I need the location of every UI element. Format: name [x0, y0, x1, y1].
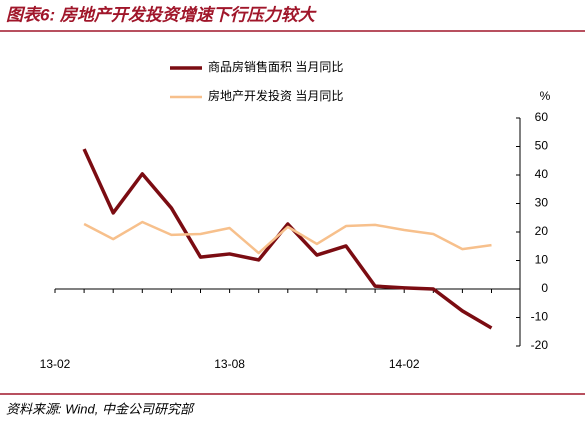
y-tick-label: 60 — [535, 110, 549, 124]
y-tick-label: 0 — [541, 281, 548, 295]
unit-label: % — [540, 89, 551, 103]
chart-title: 图表6: 房地产开发投资增速下行压力较大 — [6, 5, 317, 24]
series-line — [82, 148, 493, 330]
y-tick-label: 10 — [535, 253, 549, 267]
legend-label: 商品房销售面积 当月同比 — [208, 59, 343, 74]
y-tick-label: -20 — [531, 338, 549, 352]
x-tick-label: 13-02 — [40, 357, 71, 371]
series-line — [83, 220, 492, 255]
source: 资料来源: Wind, 中金公司研究部 — [6, 401, 195, 416]
legend-label: 房地产开发投资 当月同比 — [208, 88, 343, 103]
x-tick-label: 13-08 — [214, 357, 245, 371]
y-tick-label: 50 — [535, 139, 549, 153]
y-tick-label: 40 — [535, 167, 549, 181]
y-tick-label: 30 — [535, 196, 549, 210]
y-tick-label: 20 — [535, 224, 549, 238]
x-tick-label: 14-02 — [389, 357, 420, 371]
y-tick-label: -10 — [531, 310, 549, 324]
